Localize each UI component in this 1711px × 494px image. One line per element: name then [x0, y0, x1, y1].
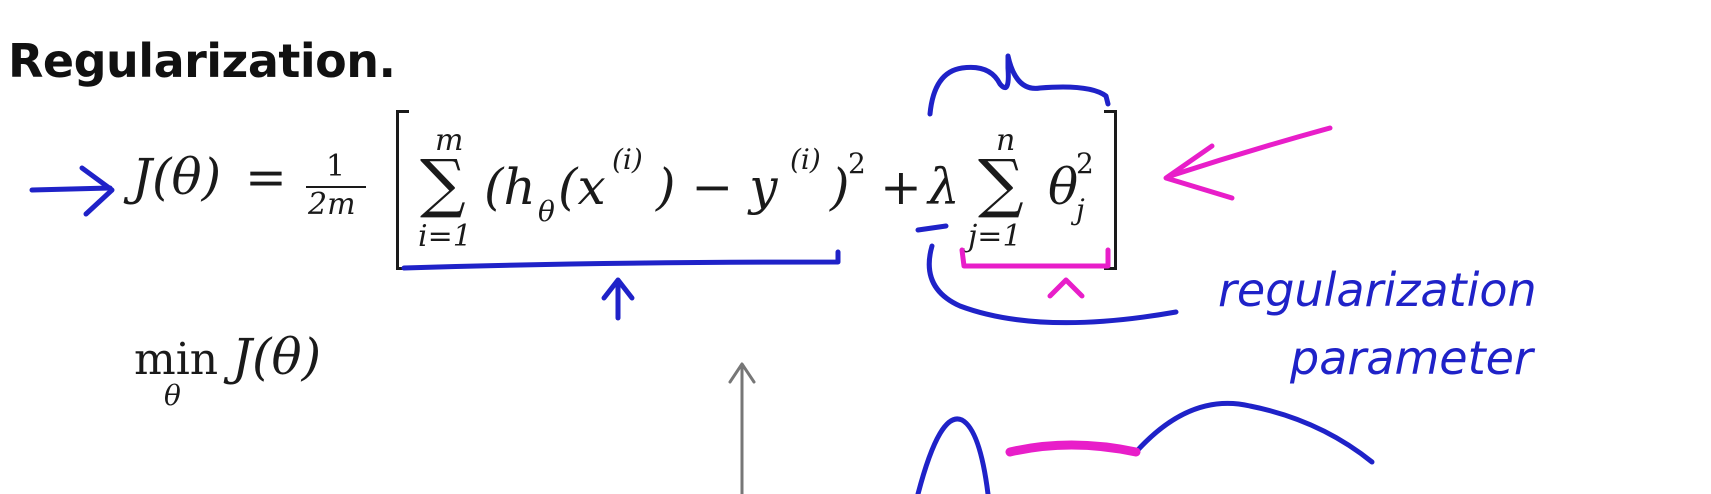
min-subscript: θ	[164, 379, 181, 412]
reg-sum-caret	[1047, 277, 1085, 299]
min-operator: min	[134, 334, 219, 385]
square-exponent: 2	[848, 147, 866, 180]
cost-function-lhs: J(θ)	[132, 148, 222, 206]
reg-term-brace	[927, 53, 1111, 117]
lambda-symbol: λ	[928, 158, 960, 216]
left-arrow-shaft	[29, 185, 113, 193]
plus-sign: +	[880, 158, 922, 216]
x-superscript: (i)	[612, 143, 643, 176]
min-expression: J(θ)	[232, 328, 322, 386]
y-superscript: (i)	[790, 143, 821, 176]
bottom-pink-curve	[1005, 440, 1141, 457]
gray-up-arrowhead	[728, 362, 756, 384]
fraction-numerator: 1	[326, 149, 346, 184]
bottom-left-curve	[915, 416, 991, 494]
bottom-right-curve	[1133, 400, 1375, 465]
sum2-upper-limit: n	[996, 123, 1016, 158]
reg-sum-underline	[959, 247, 1111, 269]
lambda-pointer-loop	[926, 243, 1179, 326]
sum2-symbol: ∑	[978, 147, 1024, 221]
x-input: (x	[558, 158, 606, 216]
lambda-underline	[915, 223, 949, 233]
annotation-parameter: parameter	[1289, 331, 1536, 385]
hypothesis-subscript: θ	[538, 195, 555, 228]
data-term-up-arrowhead	[601, 277, 635, 301]
right-bracket	[1104, 110, 1117, 270]
hypothesis-open: (h	[484, 158, 536, 216]
sum1-symbol: ∑	[420, 147, 466, 221]
minus-y: ) − y	[656, 158, 778, 216]
sum1-lower-limit: i=1	[418, 219, 472, 254]
slide-title: Regularization.	[8, 34, 396, 88]
pink-arrow-shaft	[1167, 125, 1333, 179]
data-term-underline	[401, 249, 841, 271]
theta-parameter: θ	[1048, 158, 1079, 216]
equals-sign: =	[245, 148, 287, 206]
theta-subscript: j	[1076, 193, 1085, 226]
close-paren: )	[830, 158, 850, 216]
sum1-upper-limit: m	[435, 123, 464, 158]
pink-arrow-head	[1163, 143, 1235, 201]
left-arrow-head	[79, 165, 115, 217]
sum2-lower-limit: j=1	[968, 219, 1022, 254]
fraction-denominator: 2m	[308, 187, 356, 222]
annotation-regularization: regularization	[1218, 263, 1537, 317]
fraction-bar	[306, 186, 366, 188]
theta-superscript: 2	[1076, 147, 1094, 180]
